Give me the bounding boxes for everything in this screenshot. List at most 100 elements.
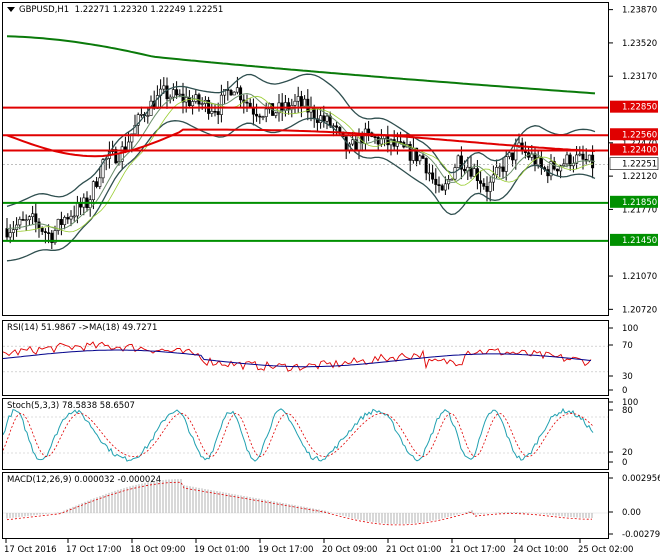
candle-body xyxy=(31,213,35,217)
candle-body xyxy=(210,110,214,114)
price-tick-label: 1.23170 xyxy=(622,72,657,82)
candle-body xyxy=(507,152,511,157)
time-tick-label: 24 Oct 10:00 xyxy=(513,545,568,555)
candle-body xyxy=(514,145,518,161)
stoch-main-line xyxy=(3,407,594,462)
candle-body xyxy=(146,115,150,117)
candle-body xyxy=(399,141,403,143)
candle-body xyxy=(479,180,483,184)
stoch-signal-line xyxy=(3,412,594,458)
candle-body xyxy=(162,85,166,90)
bollinger-lower xyxy=(6,117,596,262)
time-tick-label: 19 Oct 17:00 xyxy=(258,545,313,555)
candle-body xyxy=(376,136,380,145)
time-tick-label: 19 Oct 01:00 xyxy=(194,545,249,555)
rsi-plot xyxy=(3,341,608,373)
candle-body xyxy=(392,139,396,147)
candle-body xyxy=(53,230,57,243)
candle-body xyxy=(8,232,12,238)
candle-body xyxy=(322,115,326,122)
macd-tick-label: 0.002956 xyxy=(622,474,660,484)
price-tick-label: 1.22120 xyxy=(622,172,657,182)
rsi-line xyxy=(3,341,592,372)
candle-body xyxy=(555,168,559,172)
candle-body xyxy=(101,159,105,179)
stoch-plot xyxy=(3,407,608,462)
candle-body xyxy=(274,112,278,116)
candle-body xyxy=(21,219,25,221)
candle-body xyxy=(293,100,297,106)
candle-body xyxy=(287,102,291,110)
candle-body xyxy=(421,155,425,159)
rsi-tick-label: 70 xyxy=(622,341,633,351)
candle-body xyxy=(453,167,457,180)
candle-body xyxy=(482,183,486,187)
candle-body xyxy=(536,157,540,166)
macd-signal-line xyxy=(6,481,592,526)
level-price-label: 1.21850 xyxy=(622,198,657,208)
candle-body xyxy=(133,125,137,135)
dropdown-triangle-icon[interactable] xyxy=(7,7,15,12)
time-tick-label: 17 Oct 2016 xyxy=(4,545,57,555)
candle-body xyxy=(296,96,300,102)
candle-body xyxy=(485,186,489,192)
candle-body xyxy=(459,155,463,170)
main-chart-pane[interactable]: GBPUSD,H1 1.22271 1.22320 1.22249 1.2225… xyxy=(2,2,609,316)
candle-body xyxy=(568,154,572,167)
rsi-tick-label: 100 xyxy=(622,324,638,334)
candle-body xyxy=(443,183,447,191)
price-tick-label: 1.21770 xyxy=(622,205,657,215)
candle-body xyxy=(251,107,255,115)
price-tick-label: 1.21070 xyxy=(622,272,657,282)
level-price-label: 1.21450 xyxy=(622,236,657,246)
moving-average-red xyxy=(6,128,596,158)
rsi-ma-line xyxy=(3,349,592,368)
candle-body xyxy=(216,111,220,115)
candle-body xyxy=(501,166,505,172)
candle-body xyxy=(587,154,591,162)
candle-body xyxy=(299,96,303,107)
candle-body xyxy=(331,125,335,128)
candle-body xyxy=(56,219,60,231)
symbol-label: GBPUSD,H1 xyxy=(19,5,70,15)
candle-body xyxy=(408,144,412,161)
candle-body xyxy=(504,156,508,172)
bollinger-upper xyxy=(6,73,596,208)
candle-body xyxy=(194,94,198,102)
candle-body xyxy=(5,228,9,238)
time-tick-label: 20 Oct 09:00 xyxy=(322,545,377,555)
level-price-box xyxy=(610,100,658,113)
level-price-label: 1.22560 xyxy=(622,130,657,140)
candle-body xyxy=(440,185,444,191)
candle-body xyxy=(59,219,63,225)
candle-body xyxy=(303,98,307,107)
candle-body xyxy=(325,115,329,122)
candle-body xyxy=(200,103,204,105)
level-price-box xyxy=(610,143,658,156)
candle-body xyxy=(450,178,454,181)
candle-body xyxy=(367,128,371,134)
rsi-pane[interactable]: RSI(14) 51.9867 ->MA(18) 49.7271 xyxy=(2,320,609,396)
candle-body xyxy=(175,89,179,96)
time-tick-label: 21 Oct 17:00 xyxy=(450,545,505,555)
candle-body xyxy=(559,165,563,172)
candle-body xyxy=(239,87,243,101)
candle-body xyxy=(424,158,428,174)
candle-body xyxy=(488,181,492,192)
candle-body xyxy=(34,213,38,223)
candle-body xyxy=(498,166,502,169)
candle-body xyxy=(431,172,435,180)
level-price-label: 1.22850 xyxy=(622,103,657,113)
candle-body xyxy=(72,215,76,218)
candle-body xyxy=(136,114,140,126)
stoch-pane[interactable]: Stoch(5,3,3) 78.5838 58.6507 xyxy=(2,398,609,470)
candle-body xyxy=(360,134,364,144)
macd-pane[interactable]: MACD(12,26,9) 0.000032 -0.000024 xyxy=(2,472,609,539)
candle-body xyxy=(578,153,582,156)
candle-body xyxy=(469,166,473,177)
candle-body xyxy=(165,85,169,100)
candle-body xyxy=(373,136,377,138)
level-price-box xyxy=(610,128,658,141)
candle-body xyxy=(351,139,355,145)
